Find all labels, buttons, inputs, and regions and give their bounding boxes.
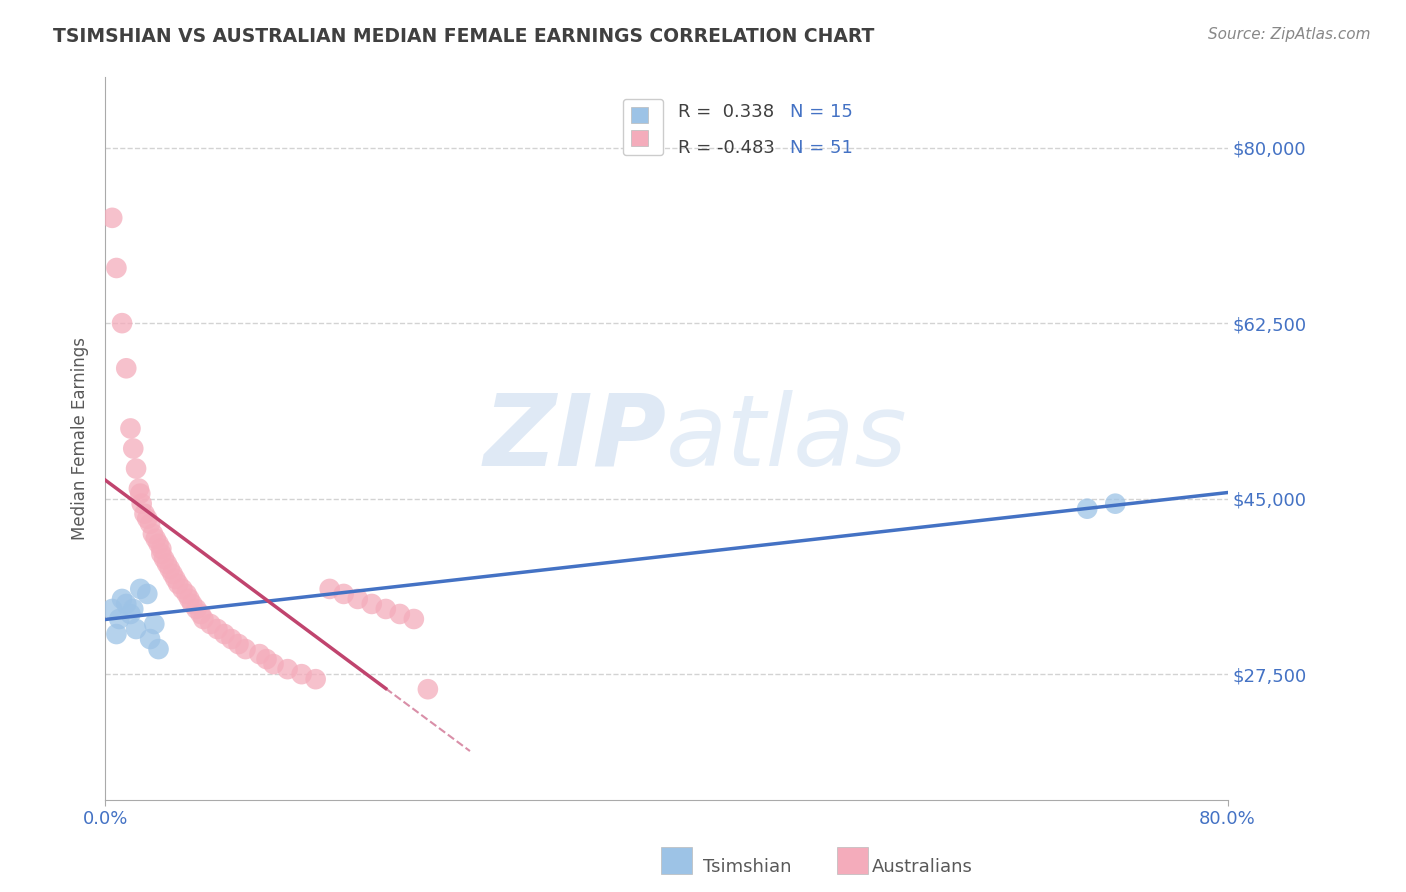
Point <box>179 591 201 606</box>
Point <box>120 421 142 435</box>
Point <box>122 442 145 456</box>
Point <box>111 316 134 330</box>
Point <box>105 627 128 641</box>
Point <box>207 622 229 636</box>
Point <box>108 612 131 626</box>
Point <box>360 597 382 611</box>
Point <box>165 572 187 586</box>
Text: atlas: atlas <box>666 390 908 487</box>
Text: Source: ZipAtlas.com: Source: ZipAtlas.com <box>1208 27 1371 42</box>
Point <box>193 612 215 626</box>
Point <box>346 591 368 606</box>
Point <box>139 516 162 531</box>
Point <box>148 642 170 657</box>
Text: Tsimshian: Tsimshian <box>703 858 792 876</box>
Point <box>142 526 165 541</box>
Legend: , : , <box>623 99 664 154</box>
Point <box>162 566 184 581</box>
Point <box>131 497 153 511</box>
Point <box>139 632 162 646</box>
Point <box>143 617 166 632</box>
Point <box>150 541 173 556</box>
Point <box>129 582 152 596</box>
Point <box>186 602 208 616</box>
Point <box>122 602 145 616</box>
Point <box>125 461 148 475</box>
Text: R =  0.338: R = 0.338 <box>678 103 773 121</box>
Point <box>145 532 167 546</box>
Bar <box>661 847 692 874</box>
Point <box>101 211 124 225</box>
Text: N = 15: N = 15 <box>790 103 852 121</box>
Point <box>200 617 222 632</box>
Point <box>111 591 134 606</box>
Point <box>263 657 285 672</box>
Point <box>134 507 156 521</box>
Point <box>332 587 354 601</box>
Point <box>235 642 257 657</box>
Text: N = 51: N = 51 <box>790 139 852 157</box>
Point <box>304 672 326 686</box>
Point <box>256 652 278 666</box>
Point <box>1104 497 1126 511</box>
Point <box>129 486 152 500</box>
Point <box>374 602 396 616</box>
Point <box>115 361 138 376</box>
Point <box>221 632 243 646</box>
Point <box>214 627 236 641</box>
Point <box>125 622 148 636</box>
Point <box>150 547 173 561</box>
Point <box>388 607 411 621</box>
Point <box>153 551 176 566</box>
Point <box>128 482 150 496</box>
Point <box>228 637 250 651</box>
Point <box>156 557 179 571</box>
Text: ZIP: ZIP <box>484 390 666 487</box>
Bar <box>837 847 868 874</box>
Point <box>136 512 159 526</box>
Point <box>181 597 204 611</box>
Point <box>148 537 170 551</box>
Point <box>1076 501 1098 516</box>
Point <box>115 597 138 611</box>
Point <box>176 587 198 601</box>
Point <box>136 587 159 601</box>
Point <box>167 577 190 591</box>
Point <box>172 582 194 596</box>
Y-axis label: Median Female Earnings: Median Female Earnings <box>72 337 89 540</box>
Point <box>101 602 124 616</box>
Point <box>291 667 314 681</box>
Text: R = -0.483: R = -0.483 <box>678 139 775 157</box>
Point <box>159 562 181 576</box>
Point <box>105 260 128 275</box>
Point <box>416 682 439 697</box>
Point <box>249 647 271 661</box>
Text: Australians: Australians <box>872 858 973 876</box>
Point <box>318 582 340 596</box>
Point <box>402 612 425 626</box>
Point <box>277 662 299 676</box>
Text: TSIMSHIAN VS AUSTRALIAN MEDIAN FEMALE EARNINGS CORRELATION CHART: TSIMSHIAN VS AUSTRALIAN MEDIAN FEMALE EA… <box>53 27 875 45</box>
Point <box>190 607 212 621</box>
Point <box>120 607 142 621</box>
